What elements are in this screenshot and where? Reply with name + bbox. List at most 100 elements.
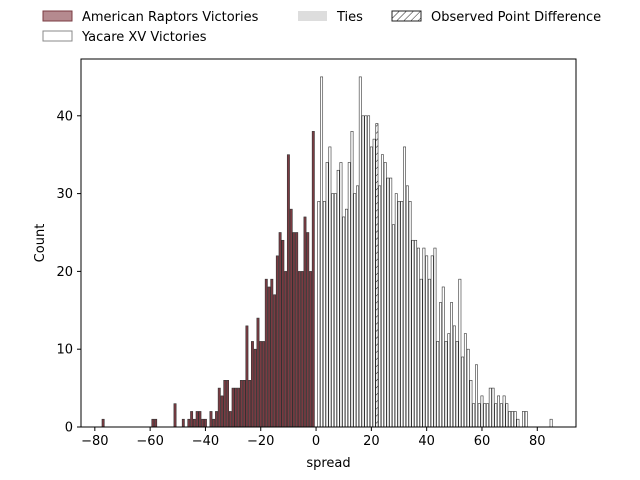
yacare-bar bbox=[425, 255, 429, 428]
yacare-bar bbox=[488, 387, 492, 428]
yacare-bar bbox=[477, 403, 481, 428]
yacare-bar bbox=[499, 403, 503, 428]
raptors-bar bbox=[226, 380, 229, 428]
yacare-bar bbox=[336, 169, 340, 428]
x-tick-label: −40 bbox=[192, 434, 219, 449]
yacare-bar bbox=[491, 387, 495, 428]
raptors-bar bbox=[309, 271, 312, 428]
y-axis-label: Count bbox=[33, 224, 48, 263]
yacare-bar bbox=[372, 138, 376, 428]
x-tick-label: −60 bbox=[136, 434, 163, 449]
raptors-bar bbox=[187, 418, 191, 428]
raptors-bar bbox=[278, 232, 282, 428]
yacare-bar bbox=[513, 411, 517, 428]
yacare-bar bbox=[508, 411, 512, 428]
legend-entry-raptors: American Raptors Victories bbox=[42, 10, 259, 25]
yacare-bar bbox=[455, 341, 459, 428]
y-axis: 0 10 20 30 40 bbox=[56, 109, 81, 436]
plot-frame bbox=[80, 58, 577, 428]
raptors-bar bbox=[209, 411, 213, 428]
raptors-bar bbox=[220, 395, 224, 428]
yacare-bar bbox=[333, 193, 337, 428]
yacare-bar bbox=[444, 341, 448, 428]
raptors-bar bbox=[275, 255, 279, 428]
yacare-bar bbox=[549, 418, 553, 428]
yacare-bar bbox=[367, 115, 371, 428]
raptors-bar bbox=[264, 278, 268, 428]
raptors-bar bbox=[262, 341, 265, 428]
yacare-bar bbox=[342, 216, 346, 428]
yacare-bar bbox=[322, 201, 326, 428]
legend-label: American Raptors Victories bbox=[82, 10, 259, 25]
yacare-bar bbox=[524, 411, 528, 428]
yacare-bar bbox=[320, 76, 324, 428]
raptors-bar bbox=[228, 411, 232, 428]
yacare-bar bbox=[397, 201, 401, 428]
y-tick-label: 20 bbox=[56, 265, 73, 280]
legend-label: Ties bbox=[336, 10, 363, 25]
raptors-bar bbox=[292, 232, 296, 428]
x-tick-label: 60 bbox=[474, 434, 491, 449]
yacare-bar bbox=[380, 154, 384, 428]
yacare-bar bbox=[411, 239, 415, 428]
x-tick-label: −20 bbox=[247, 434, 274, 449]
yacare-bar bbox=[510, 411, 514, 428]
yacare-bar bbox=[383, 162, 387, 428]
yacare-bar bbox=[325, 162, 329, 428]
raptors-bar bbox=[259, 341, 263, 428]
yacare-bar bbox=[494, 403, 498, 428]
yacare-bar bbox=[433, 247, 437, 428]
raptors-bar bbox=[270, 278, 274, 428]
raptors-bar bbox=[245, 325, 249, 428]
x-tick-label: 20 bbox=[363, 434, 380, 449]
yacare-bar bbox=[497, 395, 501, 428]
yacare-bar bbox=[394, 193, 398, 428]
raptors-bar bbox=[289, 208, 293, 428]
x-axis-label: spread bbox=[306, 456, 350, 471]
x-tick-label: 0 bbox=[312, 434, 320, 449]
yacare-bar bbox=[461, 356, 465, 428]
yacare-bar bbox=[386, 177, 390, 428]
raptors-bar bbox=[239, 380, 243, 428]
yacare-bar bbox=[364, 115, 368, 428]
legend-swatch-observed bbox=[391, 10, 422, 22]
observed-bar bbox=[375, 123, 379, 428]
yacare-bar bbox=[505, 403, 509, 428]
yacare-bar bbox=[416, 247, 420, 428]
raptors-bar bbox=[295, 232, 299, 428]
legend-swatch-yacare bbox=[42, 30, 73, 42]
raptors-bar bbox=[217, 387, 221, 428]
raptors-bar bbox=[198, 411, 202, 428]
yacare-bar bbox=[480, 395, 484, 428]
yacare-bar bbox=[422, 247, 426, 428]
legend-entry-ties: Ties bbox=[298, 10, 363, 25]
raptors-bar bbox=[242, 380, 246, 428]
yacare-bar bbox=[317, 201, 321, 428]
yacare-bar bbox=[347, 162, 351, 428]
yacare-bar bbox=[472, 403, 476, 428]
legend-label: Yacare XV Victories bbox=[81, 30, 207, 45]
yacare-bar bbox=[458, 278, 462, 428]
yacare-bar bbox=[361, 115, 365, 428]
yacare-bar bbox=[486, 403, 489, 428]
yacare-bar bbox=[358, 76, 362, 428]
y-tick-label: 0 bbox=[65, 421, 73, 436]
raptors-bar bbox=[256, 317, 260, 428]
yacare-bar bbox=[331, 193, 335, 428]
yacare-bar bbox=[447, 333, 451, 428]
legend-label: Observed Point Difference bbox=[431, 10, 601, 25]
y-tick-label: 10 bbox=[56, 343, 73, 358]
yacare-bar bbox=[450, 302, 453, 428]
raptors-bar bbox=[151, 418, 155, 428]
legend-swatch-raptors bbox=[42, 10, 73, 22]
raptors-bar bbox=[284, 271, 288, 428]
yacare-bar bbox=[405, 185, 409, 428]
yacare-bar bbox=[389, 177, 393, 428]
yacare-bar bbox=[419, 278, 423, 428]
legend-entry-observed: Observed Point Difference bbox=[391, 10, 601, 25]
raptors-bar bbox=[201, 418, 205, 428]
raptors-bar bbox=[192, 418, 196, 428]
yacare-bar bbox=[452, 325, 456, 428]
yacare-bar bbox=[522, 411, 525, 428]
